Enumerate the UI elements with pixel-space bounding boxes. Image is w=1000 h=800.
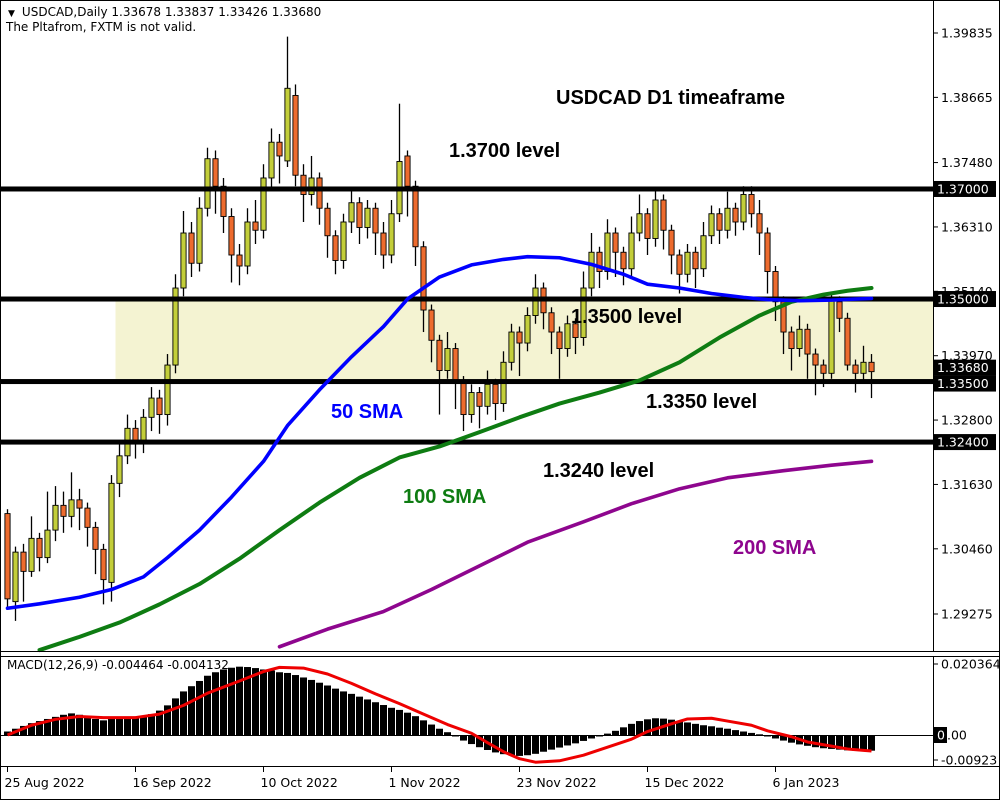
svg-text:1.38665: 1.38665 bbox=[941, 90, 993, 105]
svg-text:1.33970: 1.33970 bbox=[941, 348, 993, 363]
svg-text:15 Dec 2022: 15 Dec 2022 bbox=[645, 775, 725, 790]
annotation-sma100: 100 SMA bbox=[403, 486, 487, 508]
svg-text:.00: .00 bbox=[947, 728, 967, 743]
panel-borders bbox=[1, 651, 999, 767]
annotation-level-1324: 1.3240 level bbox=[543, 460, 655, 482]
sma50-line bbox=[5, 254, 874, 611]
annotation-level-1335: 1.3350 level bbox=[646, 391, 758, 413]
platform-warning-text: The Pltafrom, FXTM is not valid. bbox=[6, 20, 197, 34]
price-axis: 1.398351.386651.374801.363101.351401.339… bbox=[933, 1, 996, 651]
svg-text:1.32400: 1.32400 bbox=[937, 435, 989, 450]
symbol-dropdown-icon[interactable]: ▼ bbox=[8, 9, 15, 19]
macd-panel bbox=[1, 665, 945, 764]
svg-text:16 Sep 2022: 16 Sep 2022 bbox=[133, 775, 212, 790]
svg-text:10 Oct 2022: 10 Oct 2022 bbox=[261, 775, 338, 790]
svg-text:1.32800: 1.32800 bbox=[941, 413, 993, 428]
macd-indicator-label: MACD(12,26,9) -0.004464 -0.004132 bbox=[7, 658, 229, 672]
annotation-level-1350: 1.3500 level bbox=[571, 306, 683, 328]
svg-text:1.29275: 1.29275 bbox=[941, 607, 993, 622]
svg-text:1 Nov 2022: 1 Nov 2022 bbox=[389, 775, 461, 790]
annotation-level-1370: 1.3700 level bbox=[449, 140, 561, 162]
annotation-timeframe: USDCAD D1 timeaframe bbox=[556, 87, 785, 109]
annotation-sma200: 200 SMA bbox=[733, 537, 817, 559]
level-lines-group bbox=[1, 186, 933, 445]
svg-text:-0.00923: -0.00923 bbox=[941, 753, 997, 768]
svg-text:1.37480: 1.37480 bbox=[941, 155, 993, 170]
svg-text:1.39835: 1.39835 bbox=[941, 26, 993, 41]
sma100-line bbox=[37, 286, 874, 653]
macd-signal-line bbox=[6, 665, 872, 764]
svg-text:25 Aug 2022: 25 Aug 2022 bbox=[5, 775, 85, 790]
symbol-ohlc-title: USDCAD,Daily 1.33678 1.33837 1.33426 1.3… bbox=[21, 5, 322, 19]
macd-axis: 0.020364 0.00 -0.00923 bbox=[933, 656, 999, 768]
svg-text:1.37000: 1.37000 bbox=[937, 181, 989, 196]
svg-text:0: 0 bbox=[937, 728, 945, 743]
svg-text:0.020364: 0.020364 bbox=[941, 657, 999, 672]
annotation-sma50: 50 SMA bbox=[331, 401, 404, 423]
sma200-line bbox=[277, 459, 874, 649]
svg-text:6 Jan 2023: 6 Jan 2023 bbox=[773, 775, 840, 790]
svg-text:1.31630: 1.31630 bbox=[941, 477, 993, 492]
svg-text:1.33500: 1.33500 bbox=[937, 376, 989, 391]
chart-header: ▼ USDCAD,Daily 1.33678 1.33837 1.33426 1.… bbox=[8, 5, 321, 19]
svg-text:23 Nov 2022: 23 Nov 2022 bbox=[517, 775, 597, 790]
svg-text:1.36310: 1.36310 bbox=[941, 219, 993, 234]
date-axis: 25 Aug 2022 16 Sep 2022 10 Oct 2022 1 Nov 2… bbox=[5, 766, 840, 790]
svg-text:1.35000: 1.35000 bbox=[937, 292, 989, 307]
svg-text:1.30460: 1.30460 bbox=[941, 541, 993, 556]
svg-text:1.33680: 1.33680 bbox=[937, 360, 989, 375]
